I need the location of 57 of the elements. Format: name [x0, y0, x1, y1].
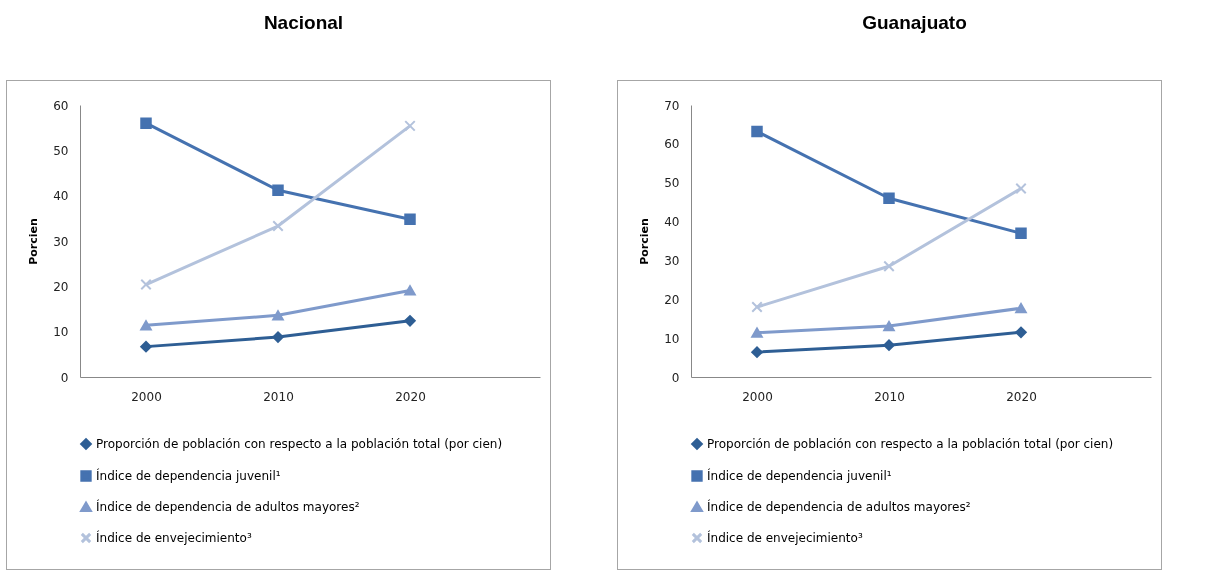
x-tick-label: 2000	[131, 389, 162, 404]
point	[140, 340, 152, 353]
y-axis-title: Porcien	[27, 218, 41, 265]
point	[883, 320, 895, 332]
point	[883, 260, 895, 272]
y-tick-label: 20	[664, 292, 680, 307]
legend-label: Índice de envejecimiento³	[707, 530, 863, 545]
y-axis-title: Porcien	[638, 218, 652, 265]
point	[272, 331, 284, 343]
legend-label: Proporción de población con respecto a la población total (por cien)	[707, 437, 1114, 451]
point	[751, 346, 763, 358]
point	[140, 117, 152, 129]
y-tick-label: 30	[664, 253, 680, 268]
y-tick-label: 60	[664, 137, 680, 152]
point	[404, 315, 416, 327]
y-tick-label: 30	[53, 234, 69, 249]
point	[404, 213, 416, 225]
y-tick-label: 20	[53, 279, 69, 294]
point	[272, 220, 284, 232]
y-tick-label: 50	[664, 176, 680, 191]
y-tick-label: 10	[664, 331, 680, 346]
legend-label: Índice de envejecimiento³	[96, 530, 252, 545]
point	[404, 120, 416, 132]
point	[1015, 303, 1027, 314]
point	[1015, 227, 1027, 239]
point	[883, 339, 895, 351]
x-tick-label: 2000	[742, 389, 773, 404]
y-tick-label: 10	[53, 325, 69, 340]
legend-label: Proporción de población con respecto a la población total (por cien)	[96, 437, 503, 451]
legend-label: Índice de dependencia de adultos mayores²	[707, 499, 971, 514]
x-tick-label: 2020	[1006, 389, 1037, 404]
point	[1015, 182, 1027, 195]
legend-label: Índice de dependencia juvenil¹	[707, 468, 892, 483]
point	[272, 310, 284, 321]
point	[751, 327, 763, 338]
point	[751, 301, 763, 313]
y-tick-label: 60	[53, 98, 69, 113]
y-tick-label: 40	[664, 215, 680, 230]
y-tick-label: 50	[53, 143, 69, 158]
point	[751, 125, 763, 138]
y-tick-label: 0	[671, 370, 680, 385]
point	[883, 192, 895, 204]
y-tick-label: 40	[53, 189, 69, 204]
chart-title: Guanajuato	[861, 11, 968, 35]
x-tick-label: 2010	[263, 389, 294, 404]
x-tick-label: 2020	[395, 389, 426, 404]
point	[1015, 326, 1027, 339]
y-tick-label: 0	[60, 370, 69, 385]
chart-title: Nacional	[262, 11, 345, 35]
point	[404, 285, 416, 296]
legend-label: Índice de dependencia de adultos mayores²	[96, 499, 360, 514]
point	[272, 184, 284, 196]
y-tick-label: 70	[664, 98, 680, 113]
x-tick-label: 2010	[874, 389, 905, 404]
point	[140, 278, 152, 291]
legend-label: Índice de dependencia juvenil¹	[96, 468, 281, 483]
point	[140, 320, 152, 331]
